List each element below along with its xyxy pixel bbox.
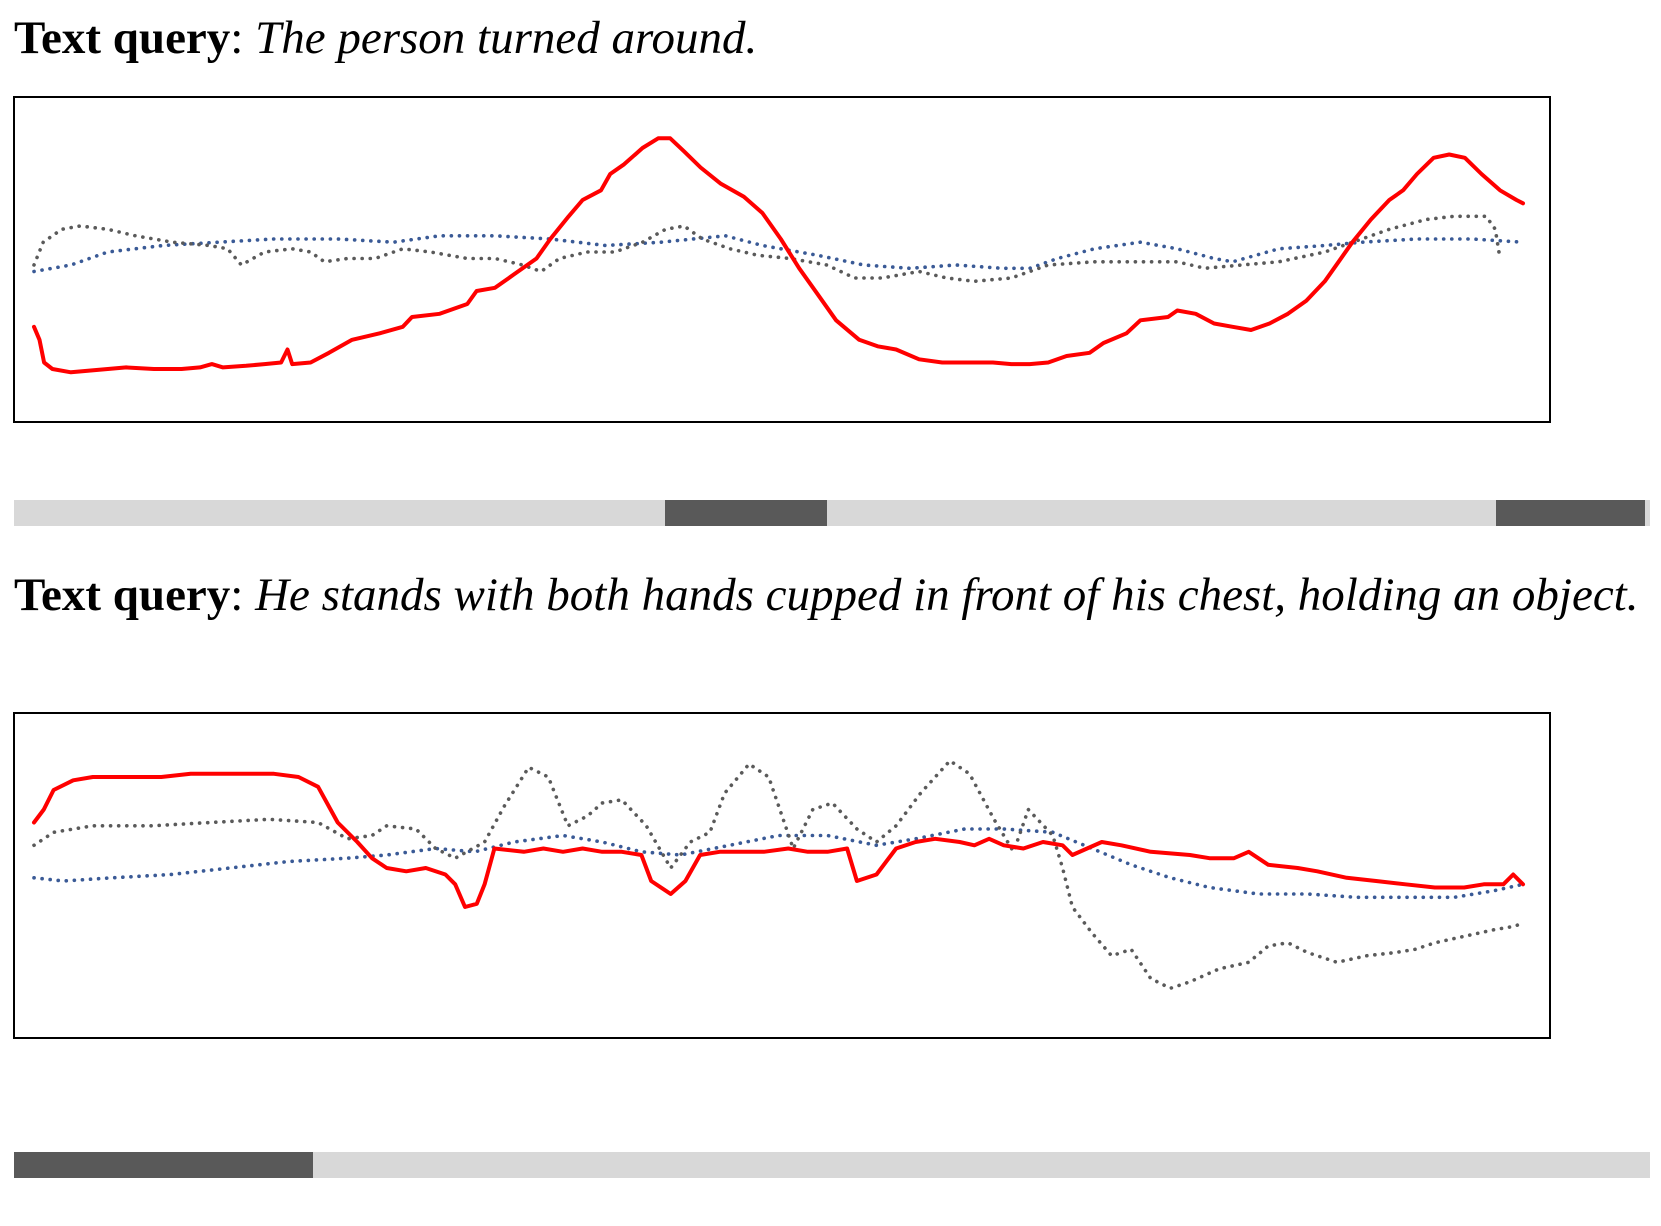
query-similarity-line (32, 136, 1525, 375)
baseline-blue-line (32, 234, 1525, 274)
similarity-plot-2 (13, 712, 1551, 1039)
query-separator: : (230, 569, 256, 621)
plot-frame (13, 96, 1551, 423)
text-query-2: Text query: He stands with both hands cu… (14, 566, 1654, 624)
timeline-segment (1496, 500, 1646, 526)
baseline-gray-line (32, 214, 1502, 284)
query-text: The person turned around. (255, 12, 758, 64)
similarity-plot-1 (13, 96, 1551, 423)
query-separator: : (230, 12, 256, 64)
query-label: Text query (14, 12, 231, 64)
query-similarity-line (32, 771, 1525, 909)
timeline-segment (665, 500, 828, 526)
baseline-blue-line (32, 827, 1525, 900)
timeline-bar-2 (14, 1152, 1650, 1178)
text-query-1: Text query: The person turned around. (14, 9, 1654, 67)
timeline-bar-1 (14, 500, 1650, 526)
query-text: He stands with both hands cupped in fron… (255, 569, 1639, 621)
baseline-gray-line (32, 758, 1525, 991)
query-label: Text query (14, 569, 231, 621)
timeline-segment (14, 1152, 314, 1178)
plot-frame (13, 712, 1551, 1039)
